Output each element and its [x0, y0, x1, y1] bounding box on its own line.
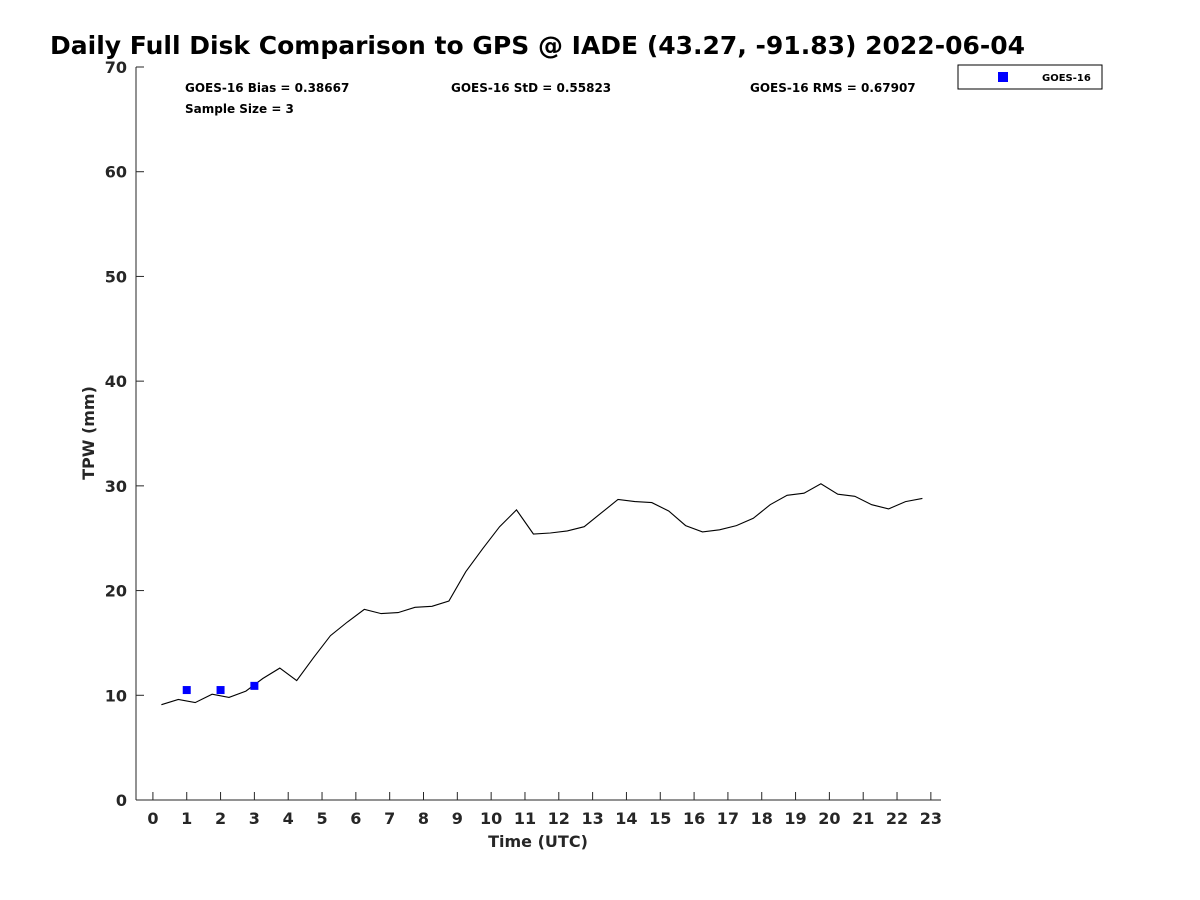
- x-tick-label: 0: [147, 809, 158, 828]
- x-axis-ticks: 0 1 2 3 4 5 6 7 8 9 10 11 12 13 14 15 16 17 18 19 20 21 22 23: [147, 792, 942, 828]
- x-tick-label: 12: [548, 809, 570, 828]
- x-tick-label: 7: [384, 809, 395, 828]
- goes16-point: [216, 686, 225, 695]
- legend-marker: [998, 72, 1008, 82]
- x-axis-label: Time (UTC): [488, 832, 588, 851]
- x-tick-label: 6: [350, 809, 361, 828]
- x-tick-label: 17: [717, 809, 739, 828]
- x-tick-label: 14: [615, 809, 637, 828]
- bias-stat: GOES-16 Bias = 0.38667: [185, 81, 349, 95]
- x-tick-label: 10: [480, 809, 502, 828]
- legend: GOES-16: [957, 64, 1103, 90]
- sample-size-stat: Sample Size = 3: [185, 102, 294, 116]
- y-tick-label: 30: [105, 477, 127, 496]
- x-tick-label: 11: [514, 809, 536, 828]
- y-tick-label: 20: [105, 582, 127, 601]
- y-tick-label: 60: [105, 163, 127, 182]
- legend-box: [957, 64, 1103, 90]
- x-tick-label: 4: [283, 809, 294, 828]
- y-tick-label: 40: [105, 372, 127, 391]
- x-tick-label: 19: [784, 809, 806, 828]
- x-tick-label: 15: [649, 809, 671, 828]
- x-tick-label: 13: [581, 809, 603, 828]
- x-tick-label: 3: [249, 809, 260, 828]
- gps-tpw-line: [161, 483, 923, 706]
- x-tick-label: 21: [852, 809, 874, 828]
- rms-stat: GOES-16 RMS = 0.67907: [750, 81, 916, 95]
- y-tick-label: 50: [105, 267, 127, 286]
- y-tick-label: 10: [105, 686, 127, 705]
- axes: [135, 67, 941, 801]
- plot-series: [161, 483, 923, 706]
- x-tick-label: 22: [886, 809, 908, 828]
- x-tick-label: 16: [683, 809, 705, 828]
- std-stat: GOES-16 StD = 0.55823: [451, 81, 611, 95]
- goes16-point: [250, 681, 259, 690]
- x-tick-label: 5: [316, 809, 327, 828]
- legend-label: GOES-16: [1042, 73, 1091, 84]
- y-axis-label: TPW (mm): [79, 386, 98, 480]
- x-tick-label: 1: [181, 809, 192, 828]
- y-axis-ticks: 0 10 20 30 40 50 60 70: [105, 58, 144, 810]
- x-tick-label: 23: [920, 809, 942, 828]
- y-tick-label: 70: [105, 58, 127, 77]
- y-tick-label: 0: [116, 791, 127, 810]
- chart-title: Daily Full Disk Comparison to GPS @ IADE…: [50, 31, 1025, 60]
- x-tick-label: 8: [418, 809, 429, 828]
- x-tick-label: 20: [818, 809, 840, 828]
- x-tick-label: 9: [452, 809, 463, 828]
- goes16-point: [182, 686, 191, 695]
- x-tick-label: 2: [215, 809, 226, 828]
- x-tick-label: 18: [751, 809, 773, 828]
